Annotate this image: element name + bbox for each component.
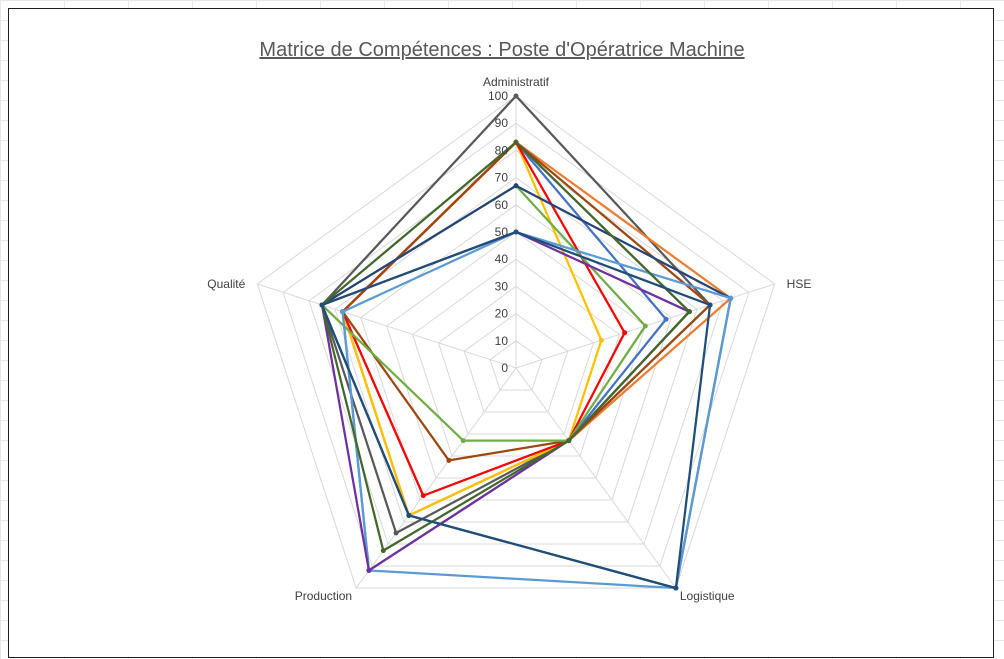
axis-spoke: [515, 367, 677, 589]
grid-ring: [489, 340, 543, 391]
data-point: [663, 316, 669, 322]
tick-label: 70: [495, 171, 509, 185]
data-point: [406, 512, 412, 518]
data-point: [622, 330, 628, 336]
grid-ring: [334, 176, 698, 523]
data-point: [513, 139, 519, 145]
data-point: [340, 309, 346, 315]
data-point: [420, 493, 426, 499]
tick-labels: 0 10 20 30 40 50 60 70 80 90 100: [488, 89, 508, 375]
chart-title: Matrice de Compétences : Poste d'Opératr…: [259, 39, 745, 61]
radar-grid: [256, 95, 776, 589]
axis-label-logistique: Logistique: [680, 589, 735, 603]
grid-ring: [360, 204, 672, 501]
tick-label: 60: [495, 198, 509, 212]
series-line-10: [341, 230, 732, 590]
data-point: [707, 302, 713, 308]
grid-ring: [386, 231, 646, 479]
grid-ring: [463, 312, 569, 413]
tick-label: 80: [495, 143, 509, 157]
tick-label: 20: [495, 307, 509, 321]
data-point: [728, 295, 734, 301]
tick-label: 100: [488, 89, 508, 103]
data-point: [673, 585, 679, 591]
axis-label-qualit-: Qualité: [207, 277, 245, 291]
axis-labels: Administratif HSE Logistique Production Qual…: [207, 75, 811, 603]
tick-label: 10: [495, 334, 509, 348]
data-point: [319, 302, 325, 308]
tick-label: 40: [495, 252, 509, 266]
axis-label-production: Production: [295, 589, 352, 603]
tick-label: 30: [495, 279, 509, 293]
data-point: [686, 309, 692, 315]
data-point: [598, 337, 604, 343]
chart-area[interactable]: Matrice de Compétences : Poste d'Opératr…: [8, 8, 994, 658]
axis-spoke: [257, 283, 517, 369]
series-line-7: [341, 141, 712, 462]
data-point: [393, 530, 399, 536]
axis-label-administratif: Administratif: [483, 75, 550, 89]
series-line-13: [320, 230, 712, 590]
grid-ring: [282, 122, 750, 567]
data-point: [513, 229, 519, 235]
data-point: [566, 438, 572, 444]
tick-label: 90: [495, 116, 509, 130]
data-point: [366, 567, 372, 573]
data-point: [460, 438, 466, 444]
series-line-8: [320, 184, 647, 442]
data-point: [513, 93, 519, 99]
data-point: [380, 548, 386, 554]
data-point: [642, 323, 648, 329]
series-line-12: [320, 141, 691, 552]
axis-label-hse: HSE: [787, 277, 812, 291]
grid-ring: [437, 285, 595, 435]
grid-ring: [256, 95, 776, 589]
grid-ring: [411, 258, 621, 457]
data-point: [446, 457, 452, 463]
tick-label: 50: [495, 225, 509, 239]
tick-label: 0: [501, 361, 508, 375]
data-point: [513, 183, 519, 189]
series-group: [319, 93, 734, 591]
